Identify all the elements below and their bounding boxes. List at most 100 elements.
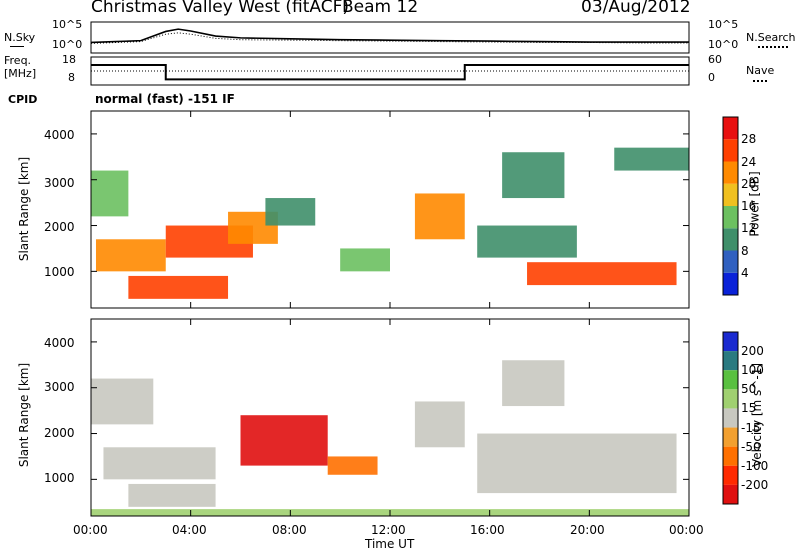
nsky-series-group bbox=[90, 28, 689, 44]
vel-ytick-2000: 2000 bbox=[44, 426, 75, 440]
power-region-7 bbox=[414, 193, 465, 240]
velocity-colorbar-tick: -50 bbox=[741, 439, 761, 454]
freq-label: Freq. bbox=[4, 54, 32, 67]
velocity-region-6 bbox=[477, 433, 677, 494]
power-ytick-3000: 3000 bbox=[44, 176, 75, 190]
power-colorbar-tick: 8 bbox=[741, 243, 749, 258]
power-colorbar-tick: 20 bbox=[741, 176, 757, 191]
power-colorbar-tick: 24 bbox=[741, 154, 757, 169]
freq-series-group bbox=[91, 64, 689, 81]
velocity-colorbar-swatch bbox=[723, 465, 738, 485]
power-colorbar-tick: 12 bbox=[741, 221, 757, 236]
power-colorbar-swatch bbox=[723, 139, 738, 162]
power-region-9 bbox=[502, 152, 565, 199]
nsearch-legend-line bbox=[758, 46, 788, 48]
nsky-tick-bottom: 10^0 bbox=[52, 38, 83, 51]
power-ytick-1000: 1000 bbox=[44, 265, 75, 279]
power-region-1 bbox=[95, 239, 166, 272]
nave-tick-bottom: 0 bbox=[708, 71, 715, 84]
nsky-tick-top: 10^5 bbox=[52, 18, 83, 31]
xtick-1: 04:00 bbox=[172, 523, 207, 537]
velocity-colorbar-label: Velocity [m s^-1] bbox=[750, 362, 765, 468]
velocity-region-2 bbox=[128, 483, 216, 507]
velocity-region-3 bbox=[240, 415, 328, 466]
power-colorbar-swatch bbox=[723, 228, 738, 251]
nave-label: Nave bbox=[746, 64, 775, 77]
beam-title: Beam 12 bbox=[342, 0, 419, 17]
power-colorbar-tick: 4 bbox=[741, 265, 749, 280]
power-colorbar-swatch bbox=[723, 206, 738, 229]
nsky-series-line bbox=[90, 28, 689, 44]
power-colorbar-frame bbox=[722, 116, 739, 296]
power-region-6 bbox=[340, 248, 390, 272]
power-region-0 bbox=[91, 170, 129, 217]
power-heatmap bbox=[91, 147, 689, 299]
station-title: Christmas Valley West (fitACF) bbox=[91, 0, 350, 17]
power-region-11 bbox=[614, 147, 689, 171]
velocity-colorbar-tick: -15 bbox=[741, 420, 761, 435]
power-colorbar-swatch bbox=[723, 161, 738, 184]
nave-tick-top: 60 bbox=[708, 53, 722, 66]
velocity-colorbar-tick: 15 bbox=[741, 401, 757, 416]
velocity-region-0 bbox=[91, 378, 154, 425]
velocity-colorbar-swatch bbox=[723, 370, 738, 390]
xtick-3: 12:00 bbox=[371, 523, 406, 537]
freq-series-line bbox=[91, 64, 689, 81]
velocity-colorbar-tick: -100 bbox=[741, 458, 769, 473]
cpid-text: normal (fast) -151 IF bbox=[95, 92, 235, 106]
xtick-4: 16:00 bbox=[470, 523, 505, 537]
nsearch-tick-top: 10^5 bbox=[708, 18, 739, 31]
nsearch-label: N.Search bbox=[746, 31, 796, 44]
velocity-region-5 bbox=[414, 401, 465, 448]
freq-unit-label: [MHz] bbox=[4, 67, 37, 80]
velocity-region-4 bbox=[327, 456, 378, 475]
power-ytick-2000: 2000 bbox=[44, 220, 75, 234]
power-region-10 bbox=[527, 262, 677, 286]
xtick-5: 20:00 bbox=[570, 523, 605, 537]
power-colorbar-tick: 16 bbox=[741, 199, 757, 213]
power-colorbar-swatch bbox=[723, 250, 738, 273]
cpid-label: CPID bbox=[8, 93, 38, 106]
nsky-legend-line bbox=[10, 46, 24, 47]
velocity-colorbar-swatch bbox=[723, 389, 738, 409]
velocity-colorbar bbox=[722, 331, 739, 505]
vel-ytick-3000: 3000 bbox=[44, 380, 75, 394]
nsearch-tick-bottom: 10^0 bbox=[708, 38, 739, 51]
power-colorbar-tick: 28 bbox=[741, 132, 757, 147]
power-colorbar-label: Power [dB] bbox=[747, 171, 762, 237]
velocity-colorbar-swatch bbox=[723, 427, 738, 447]
xtick-6: 00:00 bbox=[669, 523, 704, 537]
xtick-0: 00:00 bbox=[73, 523, 108, 537]
nave-legend-line bbox=[753, 80, 767, 82]
nsky-panel-frame bbox=[90, 21, 690, 54]
xtick-2: 08:00 bbox=[272, 523, 307, 537]
power-colorbar-swatch bbox=[723, 183, 738, 206]
velocity-colorbar-tick: 100 bbox=[741, 363, 764, 378]
power-region-5 bbox=[265, 198, 316, 226]
velocity-colorbar-swatch bbox=[723, 351, 738, 371]
power-ytick-4000: 4000 bbox=[44, 128, 75, 142]
velocity-colorbar-frame bbox=[722, 331, 739, 505]
freq-tick-bottom: 8 bbox=[68, 71, 75, 84]
velocity-colorbar-tick: 200 bbox=[741, 344, 764, 359]
velocity-colorbar-swatch bbox=[723, 408, 738, 428]
axis-ticks bbox=[90, 111, 690, 516]
power-region-8 bbox=[477, 225, 577, 258]
velocity-colorbar-tick: 50 bbox=[741, 382, 757, 397]
velocity-colorbar-swatch bbox=[723, 332, 738, 352]
velocity-colorbar-swatch bbox=[723, 446, 738, 466]
power-colorbar-swatch bbox=[723, 117, 738, 140]
power-region-2 bbox=[128, 275, 229, 299]
freq-panel-frame bbox=[90, 56, 690, 86]
velocity-colorbar-swatch bbox=[723, 484, 738, 504]
velocity-region-7 bbox=[502, 360, 565, 407]
nsky-label: N.Sky bbox=[4, 31, 36, 44]
power-colorbar-swatch bbox=[723, 272, 738, 295]
velocity-colorbar-tick: -200 bbox=[741, 477, 769, 492]
vel-ytick-4000: 4000 bbox=[44, 336, 75, 350]
velocity-region-1 bbox=[103, 447, 216, 480]
xaxis-label: Time UT bbox=[365, 537, 415, 551]
freq-tick-top: 18 bbox=[62, 53, 76, 66]
power-colorbar bbox=[722, 116, 739, 296]
